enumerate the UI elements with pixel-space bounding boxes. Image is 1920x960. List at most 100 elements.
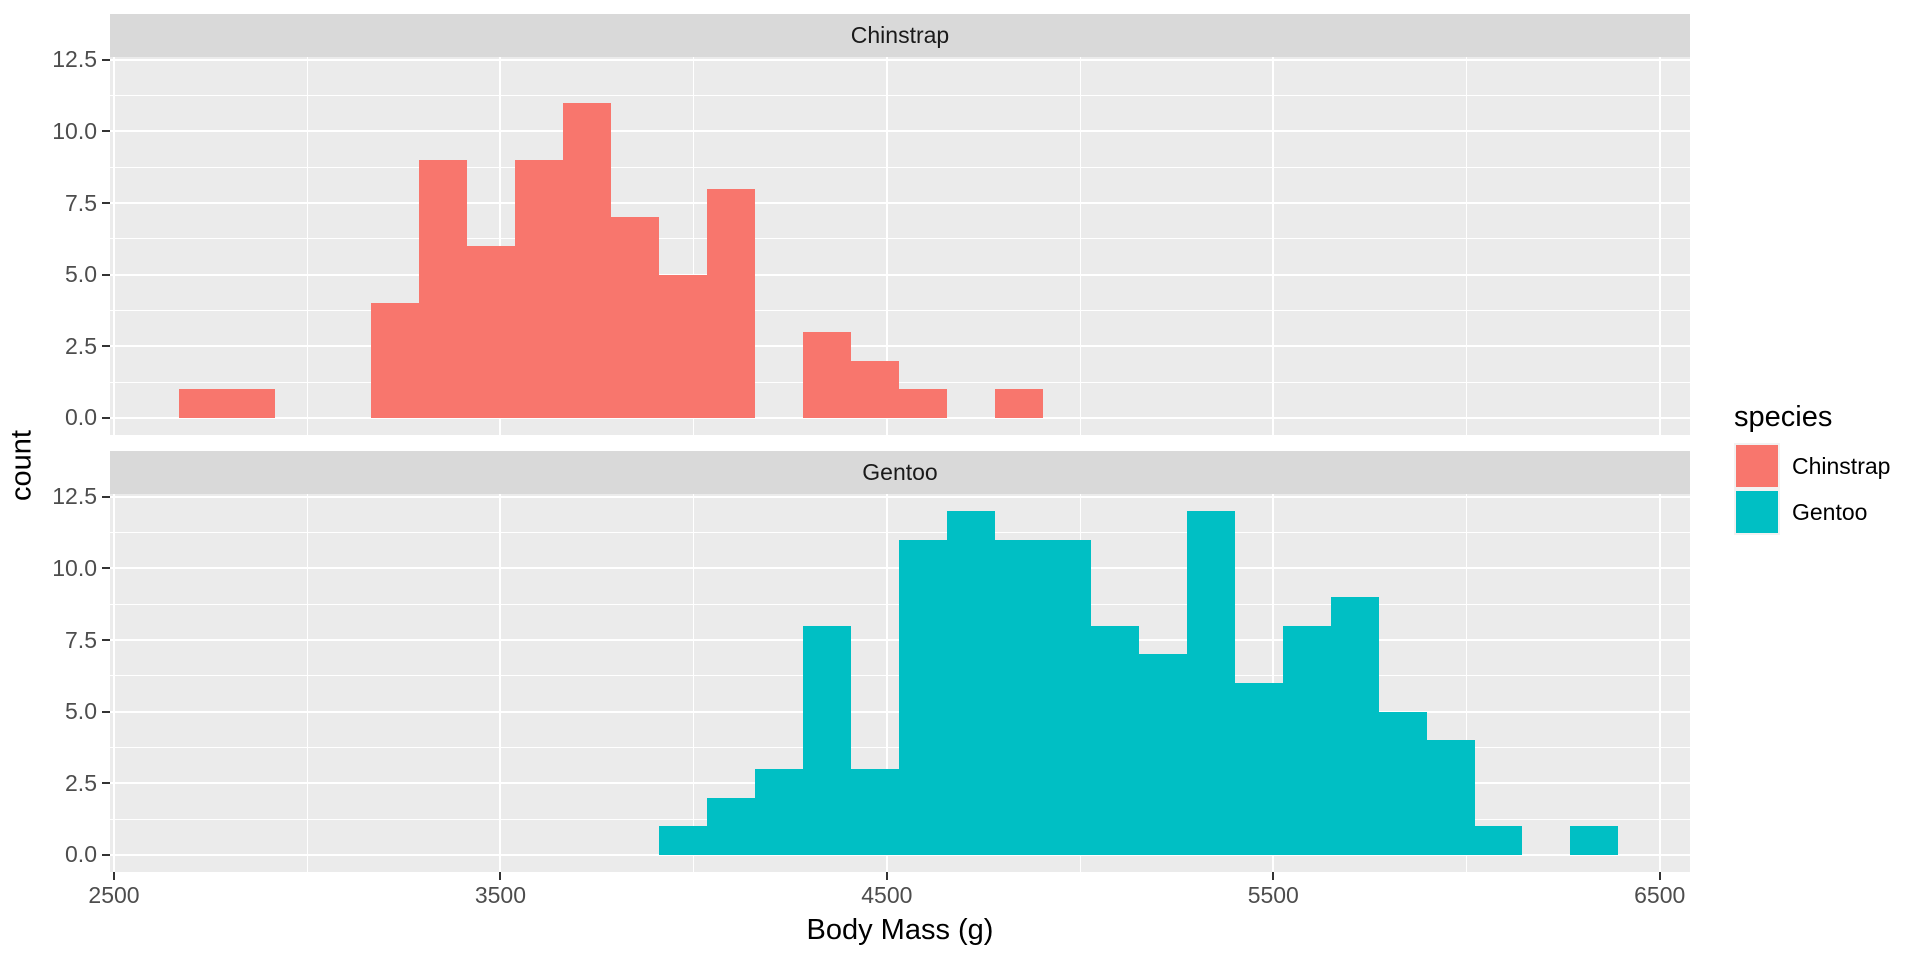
- y-tick-label: 2.5: [65, 769, 97, 796]
- x-tick-mark: [1658, 872, 1661, 880]
- y-tick-mark: [102, 416, 110, 419]
- histogram-bar-gentoo: [802, 625, 851, 855]
- gridline-minor-y: [110, 166, 1690, 168]
- facet-strip-chinstrap: Chinstrap: [110, 14, 1690, 57]
- y-tick-mark: [102, 495, 110, 498]
- y-tick-mark: [102, 273, 110, 276]
- y-axis-title: count: [5, 430, 38, 501]
- histogram-bar-gentoo: [1330, 597, 1379, 855]
- y-tick-label: 10.0: [52, 117, 97, 144]
- histogram-bar-gentoo: [754, 768, 803, 855]
- y-tick-mark: [102, 639, 110, 642]
- gridline-major-y: [110, 130, 1690, 133]
- histogram-bar-gentoo: [1282, 625, 1331, 855]
- legend-swatch-gentoo: [1736, 491, 1778, 533]
- legend-key-gentoo: [1734, 489, 1780, 535]
- histogram-bar-gentoo: [946, 511, 995, 855]
- histogram-bar-chinstrap: [515, 160, 564, 418]
- histogram-bar-chinstrap: [371, 303, 420, 418]
- histogram-bar-gentoo: [1138, 654, 1187, 855]
- facet-strip-label: Chinstrap: [850, 22, 950, 48]
- histogram-bar-chinstrap: [706, 188, 755, 418]
- histogram-bar-gentoo: [1042, 539, 1091, 855]
- gridline-major-x: [885, 494, 888, 872]
- gridline-major-x: [1272, 57, 1275, 435]
- histogram-bar-gentoo: [1570, 826, 1619, 855]
- histogram-bar-gentoo: [1186, 511, 1235, 855]
- x-tick-mark: [885, 872, 888, 880]
- gridline-major-x: [499, 494, 502, 872]
- gridline-minor-x: [1465, 494, 1467, 872]
- x-tick-label: 2500: [88, 882, 140, 908]
- histogram-bar-chinstrap: [467, 246, 516, 418]
- gridline-major-x: [1658, 494, 1661, 872]
- y-tick-mark: [102, 130, 110, 133]
- legend-key-chinstrap: [1734, 443, 1780, 489]
- y-tick-label: 12.5: [52, 46, 97, 73]
- histogram-bar-chinstrap: [994, 389, 1043, 418]
- histogram-bar-gentoo: [850, 768, 899, 855]
- y-tick-label: 10.0: [52, 554, 97, 581]
- histogram-bar-gentoo: [1234, 683, 1283, 855]
- x-tick-label: 5500: [1247, 882, 1299, 908]
- y-tick-label: 0.0: [65, 404, 97, 431]
- x-tick-mark: [499, 872, 502, 880]
- gridline-major-y: [110, 495, 1690, 498]
- histogram-bar-chinstrap: [802, 331, 851, 418]
- facet-strip-label: Gentoo: [862, 459, 938, 485]
- histogram-bar-gentoo: [1426, 740, 1475, 855]
- histogram-bar-gentoo: [994, 539, 1043, 855]
- histogram-bar-gentoo: [898, 539, 947, 855]
- histogram-bar-gentoo: [659, 826, 707, 855]
- y-tick-mark: [102, 345, 110, 348]
- gridline-major-x: [885, 57, 888, 435]
- histogram-bar-chinstrap: [563, 102, 612, 418]
- histogram-bar-chinstrap: [227, 389, 276, 418]
- x-tick-mark: [113, 872, 116, 880]
- gridline-major-x: [113, 57, 116, 435]
- gridline-minor-x: [693, 57, 695, 435]
- gridline-minor-y: [110, 95, 1690, 97]
- legend-title: species: [1734, 401, 1833, 433]
- gridline-minor-x: [306, 57, 308, 435]
- gridline-minor-y: [110, 238, 1690, 240]
- y-tick-label: 5.0: [65, 698, 97, 725]
- gridline-major-y: [110, 202, 1690, 205]
- histogram-bar-gentoo: [1090, 625, 1139, 855]
- y-tick-label: 7.5: [65, 189, 97, 216]
- y-tick-label: 7.5: [65, 626, 97, 653]
- x-axis-title: Body Mass (g): [806, 914, 994, 946]
- gridline-major-y: [110, 345, 1690, 348]
- gridline-major-y: [110, 416, 1690, 419]
- histogram-bar-chinstrap: [611, 217, 660, 418]
- x-tick-label: 6500: [1634, 882, 1686, 908]
- y-tick-label: 0.0: [65, 841, 97, 868]
- y-tick-label: 5.0: [65, 261, 97, 288]
- x-tick-label: 4500: [861, 882, 913, 908]
- y-tick-label: 2.5: [65, 332, 97, 359]
- gridline-major-x: [1658, 57, 1661, 435]
- y-tick-mark: [102, 567, 110, 570]
- legend-swatch-chinstrap: [1736, 445, 1778, 487]
- gridline-minor-x: [1465, 57, 1467, 435]
- facet-panel-chinstrap: [110, 57, 1690, 435]
- x-tick-mark: [1272, 872, 1275, 880]
- histogram-bar-chinstrap: [419, 160, 468, 418]
- histogram-bar-gentoo: [1474, 826, 1523, 855]
- gridline-major-y: [110, 853, 1690, 856]
- gridline-major-y: [110, 273, 1690, 276]
- histogram-bar-chinstrap: [659, 274, 707, 418]
- legend-label: Gentoo: [1792, 498, 1868, 525]
- histogram-bar-gentoo: [1378, 711, 1427, 855]
- facet-strip-gentoo: Gentoo: [110, 451, 1690, 494]
- gridline-minor-x: [693, 494, 695, 872]
- y-tick-mark: [102, 853, 110, 856]
- y-tick-mark: [102, 202, 110, 205]
- gridline-minor-y: [110, 309, 1690, 311]
- y-tick-mark: [102, 710, 110, 713]
- y-tick-mark: [102, 782, 110, 785]
- histogram-bar-chinstrap: [898, 389, 947, 418]
- histogram-bar-chinstrap: [179, 389, 228, 418]
- gridline-minor-x: [306, 494, 308, 872]
